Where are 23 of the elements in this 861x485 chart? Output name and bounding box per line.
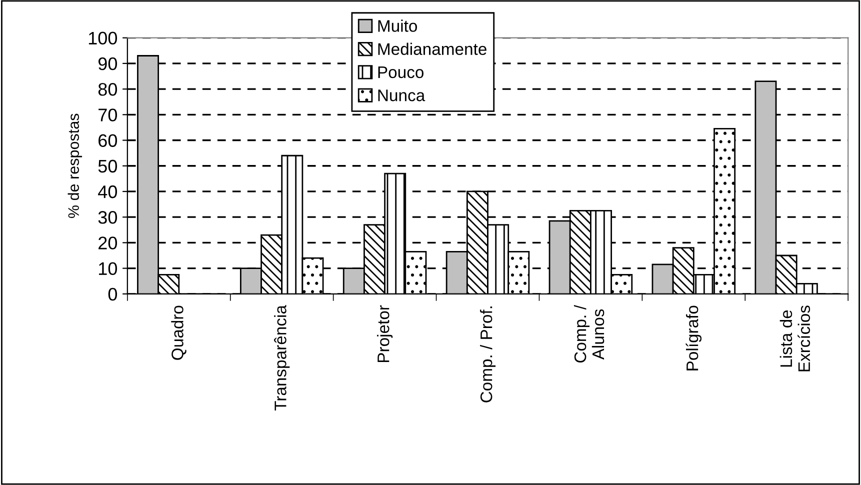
y-tick-label: 50	[98, 160, 117, 173]
y-axis-title: % de respostas	[68, 114, 82, 218]
y-tick-label: 20	[98, 236, 117, 250]
y-tick-label: 80	[98, 82, 117, 96]
legend-label: Pouco	[378, 66, 424, 78]
y-tick-label: 40	[98, 185, 117, 198]
y-tick-label: 60	[98, 134, 117, 147]
y-tick-label: 70	[98, 108, 117, 122]
y-tick-label: 10	[99, 262, 117, 276]
x-tick-label: Transparência	[274, 305, 290, 411]
y-tick-label: 30	[98, 211, 117, 224]
legend-label: Medianamente	[378, 42, 486, 55]
x-tick-label: Quadro	[171, 306, 186, 360]
y-tick-label: 0	[108, 288, 117, 301]
x-tick-label: Polígrafo	[686, 306, 702, 370]
y-tick-label: 100	[88, 32, 118, 45]
y-tick-label: 90	[98, 57, 117, 70]
legend-label: Nunca	[378, 90, 426, 102]
legend-label: Muito	[378, 20, 417, 32]
x-tick-label: Lista de Exrcícios	[780, 306, 810, 372]
x-tick-label: Projetor	[377, 305, 393, 362]
x-tick-label: Comp. / Prof.	[480, 306, 496, 402]
x-tick-label: Comp. / Alunos	[574, 305, 604, 363]
